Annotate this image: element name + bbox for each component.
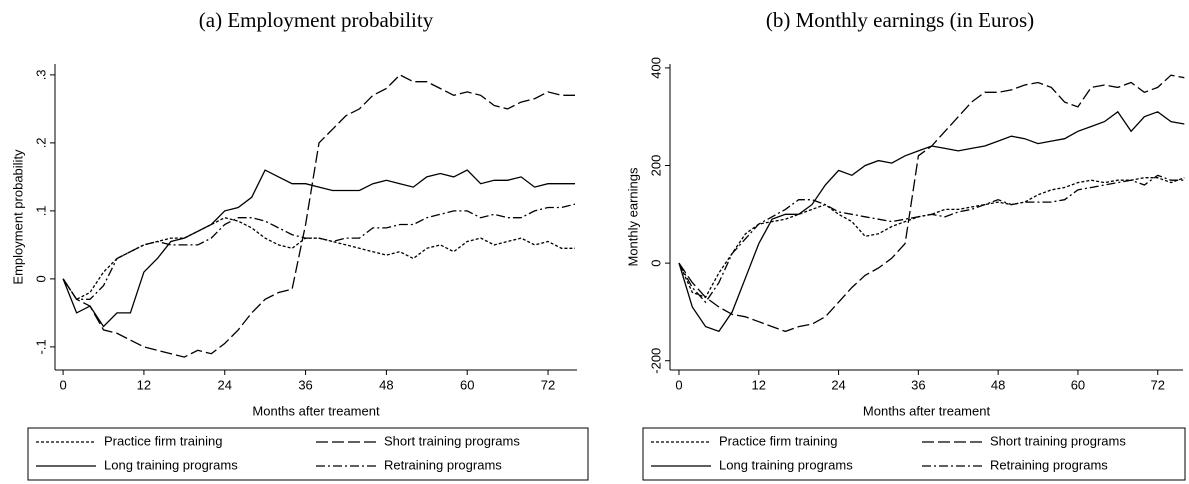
legend-box [642,427,1186,481]
legend-label: Practice firm training [719,433,837,448]
x-tick-label: 36 [911,377,925,392]
series-line [62,217,575,301]
y-tick-label: 200 [648,155,663,177]
legend-label: Long training programs [104,457,238,472]
legend-label: Practice firm training [104,433,222,448]
y-tick-label: .2 [33,137,48,148]
series-line [62,203,576,300]
x-tick-label: 24 [217,377,231,392]
series-line [678,177,1185,299]
x-tick-label: 72 [541,377,555,392]
legend-label: Long training programs [719,457,853,472]
y-tick-label: -200 [648,348,663,374]
y-axis-label: Monthly earnings [625,167,640,266]
x-axis-label: Months after treament [863,403,991,418]
x-tick-label: 60 [1071,377,1085,392]
series-line [62,169,575,328]
y-tick-label: 0 [33,275,48,282]
x-tick-label: 12 [137,377,151,392]
legend-box [27,427,589,481]
x-tick-label: 72 [1150,377,1164,392]
legend-label: Retraining programs [990,457,1108,472]
y-tick-label: 400 [648,57,663,79]
y-tick-label: .3 [33,69,48,80]
legend-label: Short training programs [990,433,1126,448]
x-axis-label: Months after treament [252,403,380,418]
y-tick-label: -.1 [33,339,48,354]
x-tick-label: 0 [675,377,682,392]
x-tick-label: 12 [752,377,766,392]
panel-title: (a) Employment probability [199,8,434,32]
y-tick-label: 0 [648,260,663,267]
legend-label: Short training programs [384,433,520,448]
y-tick-label: .1 [33,205,48,216]
x-tick-label: 0 [59,377,66,392]
x-tick-label: 36 [298,377,312,392]
x-tick-label: 60 [460,377,474,392]
x-tick-label: 48 [379,377,393,392]
x-tick-label: 24 [831,377,845,392]
series-line [678,174,1185,304]
x-tick-label: 48 [991,377,1005,392]
panel-title: (b) Monthly earnings (in Euros) [766,8,1034,32]
y-axis-label: Employment probability [10,149,25,285]
series-line [678,110,1185,333]
legend-label: Retraining programs [384,457,502,472]
series-line [678,74,1185,333]
series-line [62,74,575,358]
